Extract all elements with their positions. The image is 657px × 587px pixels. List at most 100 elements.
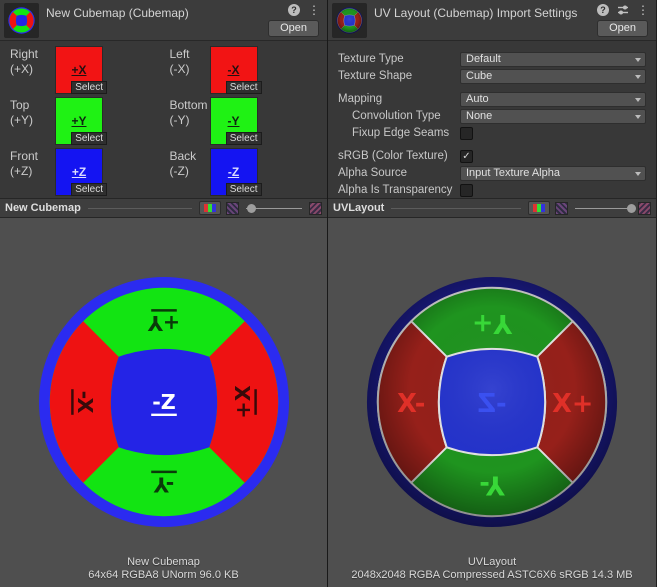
- face-label: Top (+Y): [10, 98, 34, 127]
- preview-info: New Cubemap 64x64 RGBA8 UNorm 96.0 KB: [0, 556, 327, 582]
- svg-text:-Y: -Y: [479, 470, 505, 500]
- mip-level-slider[interactable]: [246, 202, 302, 215]
- svg-text:-Z: -Z: [477, 389, 506, 419]
- svg-text:-X: -X: [73, 391, 97, 414]
- setting-alpha-source: Alpha Source Input Texture Alpha: [338, 165, 646, 181]
- import-settings-form: Texture Type Default Texture Shape Cube …: [328, 41, 656, 198]
- svg-text:+Y: +Y: [472, 308, 512, 338]
- face-texture-left: -X Select: [209, 46, 262, 94]
- slider-knob[interactable]: [247, 203, 257, 213]
- face-label: Back (-Z): [169, 149, 197, 178]
- mapping-dropdown[interactable]: Auto: [460, 91, 646, 107]
- preview-asset-name: New Cubemap: [127, 556, 200, 568]
- setting-alpha-is-transparency: Alpha Is Transparency: [338, 182, 646, 198]
- uvlayout-sphere-preview[interactable]: +Y -Y X- X+ -Z: [364, 274, 620, 530]
- face-text: +X: [71, 63, 87, 77]
- mip-level-slider[interactable]: [575, 202, 637, 215]
- setting-label: Texture Type: [338, 53, 404, 65]
- face-texture-right: +X Select: [55, 46, 107, 94]
- setting-fixup-edge-seams: Fixup Edge Seams: [338, 125, 646, 141]
- preview-info: UVLayout 2048x2048 RGBA Compressed ASTC6…: [328, 556, 656, 582]
- svg-text:+X: +X: [230, 385, 254, 418]
- left-header: New Cubemap (Cubemap) ? ⋮ Open: [0, 0, 327, 41]
- texture-type-dropdown[interactable]: Default: [460, 51, 646, 67]
- cubemap-faces-grid: Right (+X) +X Select Top (+Y) +Y Select: [0, 41, 327, 198]
- face-text: +Z: [71, 165, 87, 179]
- toolbar-separator: [391, 207, 521, 209]
- face-row-right: Right (+X) +X Select: [0, 46, 164, 97]
- face-text: +Y: [71, 114, 87, 128]
- svg-text:+Y: +Y: [146, 311, 179, 335]
- srgb-checkbox[interactable]: ✓: [460, 149, 473, 163]
- open-button[interactable]: Open: [268, 20, 319, 37]
- face-row-top: Top (+Y) +Y Select: [0, 97, 164, 148]
- face-row-left: Left (-X) -X Select: [164, 46, 328, 97]
- uvlayout-preview-area[interactable]: +Y -Y X- X+ -Z UVLayout 2048x2048 RGBA Compr…: [328, 218, 656, 587]
- alpha-source-dropdown[interactable]: Input Texture Alpha: [460, 165, 646, 181]
- alpha-is-transparency-checkbox[interactable]: [460, 183, 473, 197]
- face-texture-back: -Z Select: [209, 148, 262, 196]
- mipmap-icon[interactable]: [638, 201, 651, 215]
- slider-track: [575, 207, 631, 209]
- texture-shape-dropdown[interactable]: Cube: [460, 68, 646, 84]
- face-row-back: Back (-Z) -Z Select: [164, 148, 328, 199]
- setting-label: sRGB (Color Texture): [338, 150, 448, 162]
- face-texture-bottom: -Y Select: [209, 97, 262, 145]
- face-row-bottom: Bottom (-Y) -Y Select: [164, 97, 328, 148]
- presets-icon[interactable]: [617, 4, 629, 16]
- face-text: -Z: [227, 165, 240, 179]
- setting-label: Alpha Source: [338, 167, 408, 179]
- select-button[interactable]: Select: [71, 132, 107, 145]
- uvlayout-thumbnail-icon: [336, 7, 363, 34]
- select-button[interactable]: Select: [225, 81, 262, 94]
- preview-toolbar: UVLayout: [328, 198, 656, 218]
- kebab-menu-icon[interactable]: ⋮: [308, 3, 320, 17]
- face-text: -X: [227, 63, 240, 77]
- slider-knob[interactable]: [627, 203, 637, 213]
- green-channel-stripe: [208, 204, 212, 212]
- select-button[interactable]: Select: [225, 183, 262, 196]
- select-button[interactable]: Select: [225, 132, 262, 145]
- green-channel-stripe: [537, 204, 541, 212]
- setting-label: Mapping: [338, 93, 383, 105]
- select-button[interactable]: Select: [71, 183, 107, 196]
- cubemap-thumbnail: [4, 3, 39, 38]
- open-button[interactable]: Open: [597, 20, 648, 37]
- face-texture-front: +Z Select: [55, 148, 107, 196]
- setting-texture-shape: Texture Shape Cube: [338, 68, 646, 84]
- cubemap-inspector-panel: New Cubemap (Cubemap) ? ⋮ Open Right (+X)…: [0, 0, 328, 587]
- cubemap-thumbnail-icon: [8, 7, 35, 34]
- cubemap-sphere-preview[interactable]: +Y -Y -X +X -Z: [36, 274, 292, 530]
- face-label: Right (+X): [10, 47, 39, 76]
- svg-text:X-: X-: [397, 389, 425, 419]
- help-icon[interactable]: ?: [288, 4, 300, 16]
- red-channel-stripe: [204, 204, 208, 212]
- preview-asset-name: UVLayout: [467, 556, 517, 568]
- preview-title: New Cubemap: [5, 202, 81, 214]
- rgb-channels-button[interactable]: [528, 201, 550, 215]
- face-text: -Y: [227, 114, 240, 128]
- setting-label: Alpha Is Transparency: [338, 184, 453, 196]
- cubemap-preview-area[interactable]: +Y -Y -X +X -Z New Cubemap 64x64 RGBA8 UNorm…: [0, 218, 327, 587]
- convolution-type-dropdown[interactable]: None: [460, 108, 646, 124]
- setting-label: Fixup Edge Seams: [352, 127, 450, 139]
- svg-text:X+: X+: [552, 389, 593, 419]
- rgb-channels-button[interactable]: [199, 201, 221, 215]
- texture-preview-mode-icon[interactable]: [555, 201, 568, 215]
- red-channel-stripe: [533, 204, 537, 212]
- import-settings-panel: UV Layout (Cubemap) Import Settings ? ⋮ …: [328, 0, 656, 587]
- setting-label: Convolution Type: [352, 110, 441, 122]
- preview-title: UVLayout: [333, 202, 385, 214]
- preview-asset-details: 64x64 RGBA8 UNorm 96.0 KB: [88, 569, 239, 581]
- face-row-front: Front (+Z) +Z Select: [0, 148, 164, 199]
- fixup-edge-seams-checkbox[interactable]: [460, 126, 473, 140]
- setting-mapping: Mapping Auto: [338, 91, 646, 107]
- mipmap-icon[interactable]: [309, 201, 322, 215]
- kebab-menu-icon[interactable]: ⋮: [637, 3, 649, 17]
- preview-asset-details: 2048x2048 RGBA Compressed ASTC6X6 sRGB 1…: [351, 569, 633, 581]
- texture-preview-mode-icon[interactable]: [226, 201, 239, 215]
- select-button[interactable]: Select: [71, 81, 107, 94]
- help-icon[interactable]: ?: [597, 4, 609, 16]
- blue-channel-stripe: [541, 204, 545, 212]
